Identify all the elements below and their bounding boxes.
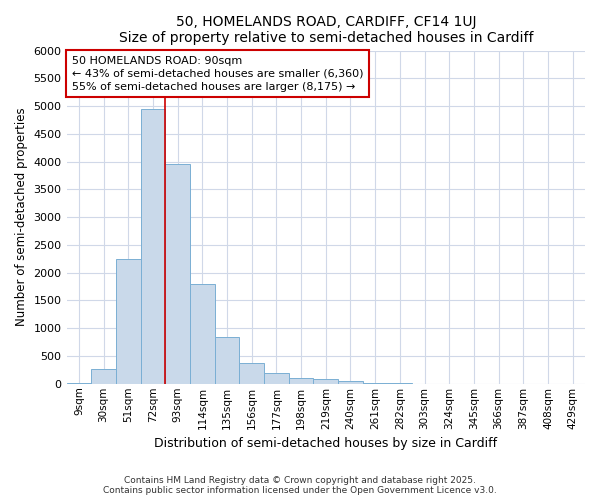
Bar — [313, 380, 338, 384]
Bar — [190, 284, 215, 384]
Bar — [116, 259, 140, 384]
Bar — [289, 378, 313, 384]
Y-axis label: Number of semi-detached properties: Number of semi-detached properties — [15, 108, 28, 326]
Bar — [91, 369, 116, 384]
Bar — [215, 336, 239, 384]
Title: 50, HOMELANDS ROAD, CARDIFF, CF14 1UJ
Size of property relative to semi-detached: 50, HOMELANDS ROAD, CARDIFF, CF14 1UJ Si… — [119, 15, 533, 45]
Bar — [239, 362, 264, 384]
Bar — [165, 164, 190, 384]
Text: 50 HOMELANDS ROAD: 90sqm
← 43% of semi-detached houses are smaller (6,360)
55% o: 50 HOMELANDS ROAD: 90sqm ← 43% of semi-d… — [72, 56, 363, 92]
Bar — [264, 372, 289, 384]
Bar — [140, 109, 165, 384]
Bar — [338, 381, 363, 384]
Text: Contains HM Land Registry data © Crown copyright and database right 2025.
Contai: Contains HM Land Registry data © Crown c… — [103, 476, 497, 495]
X-axis label: Distribution of semi-detached houses by size in Cardiff: Distribution of semi-detached houses by … — [154, 437, 497, 450]
Bar — [363, 383, 388, 384]
